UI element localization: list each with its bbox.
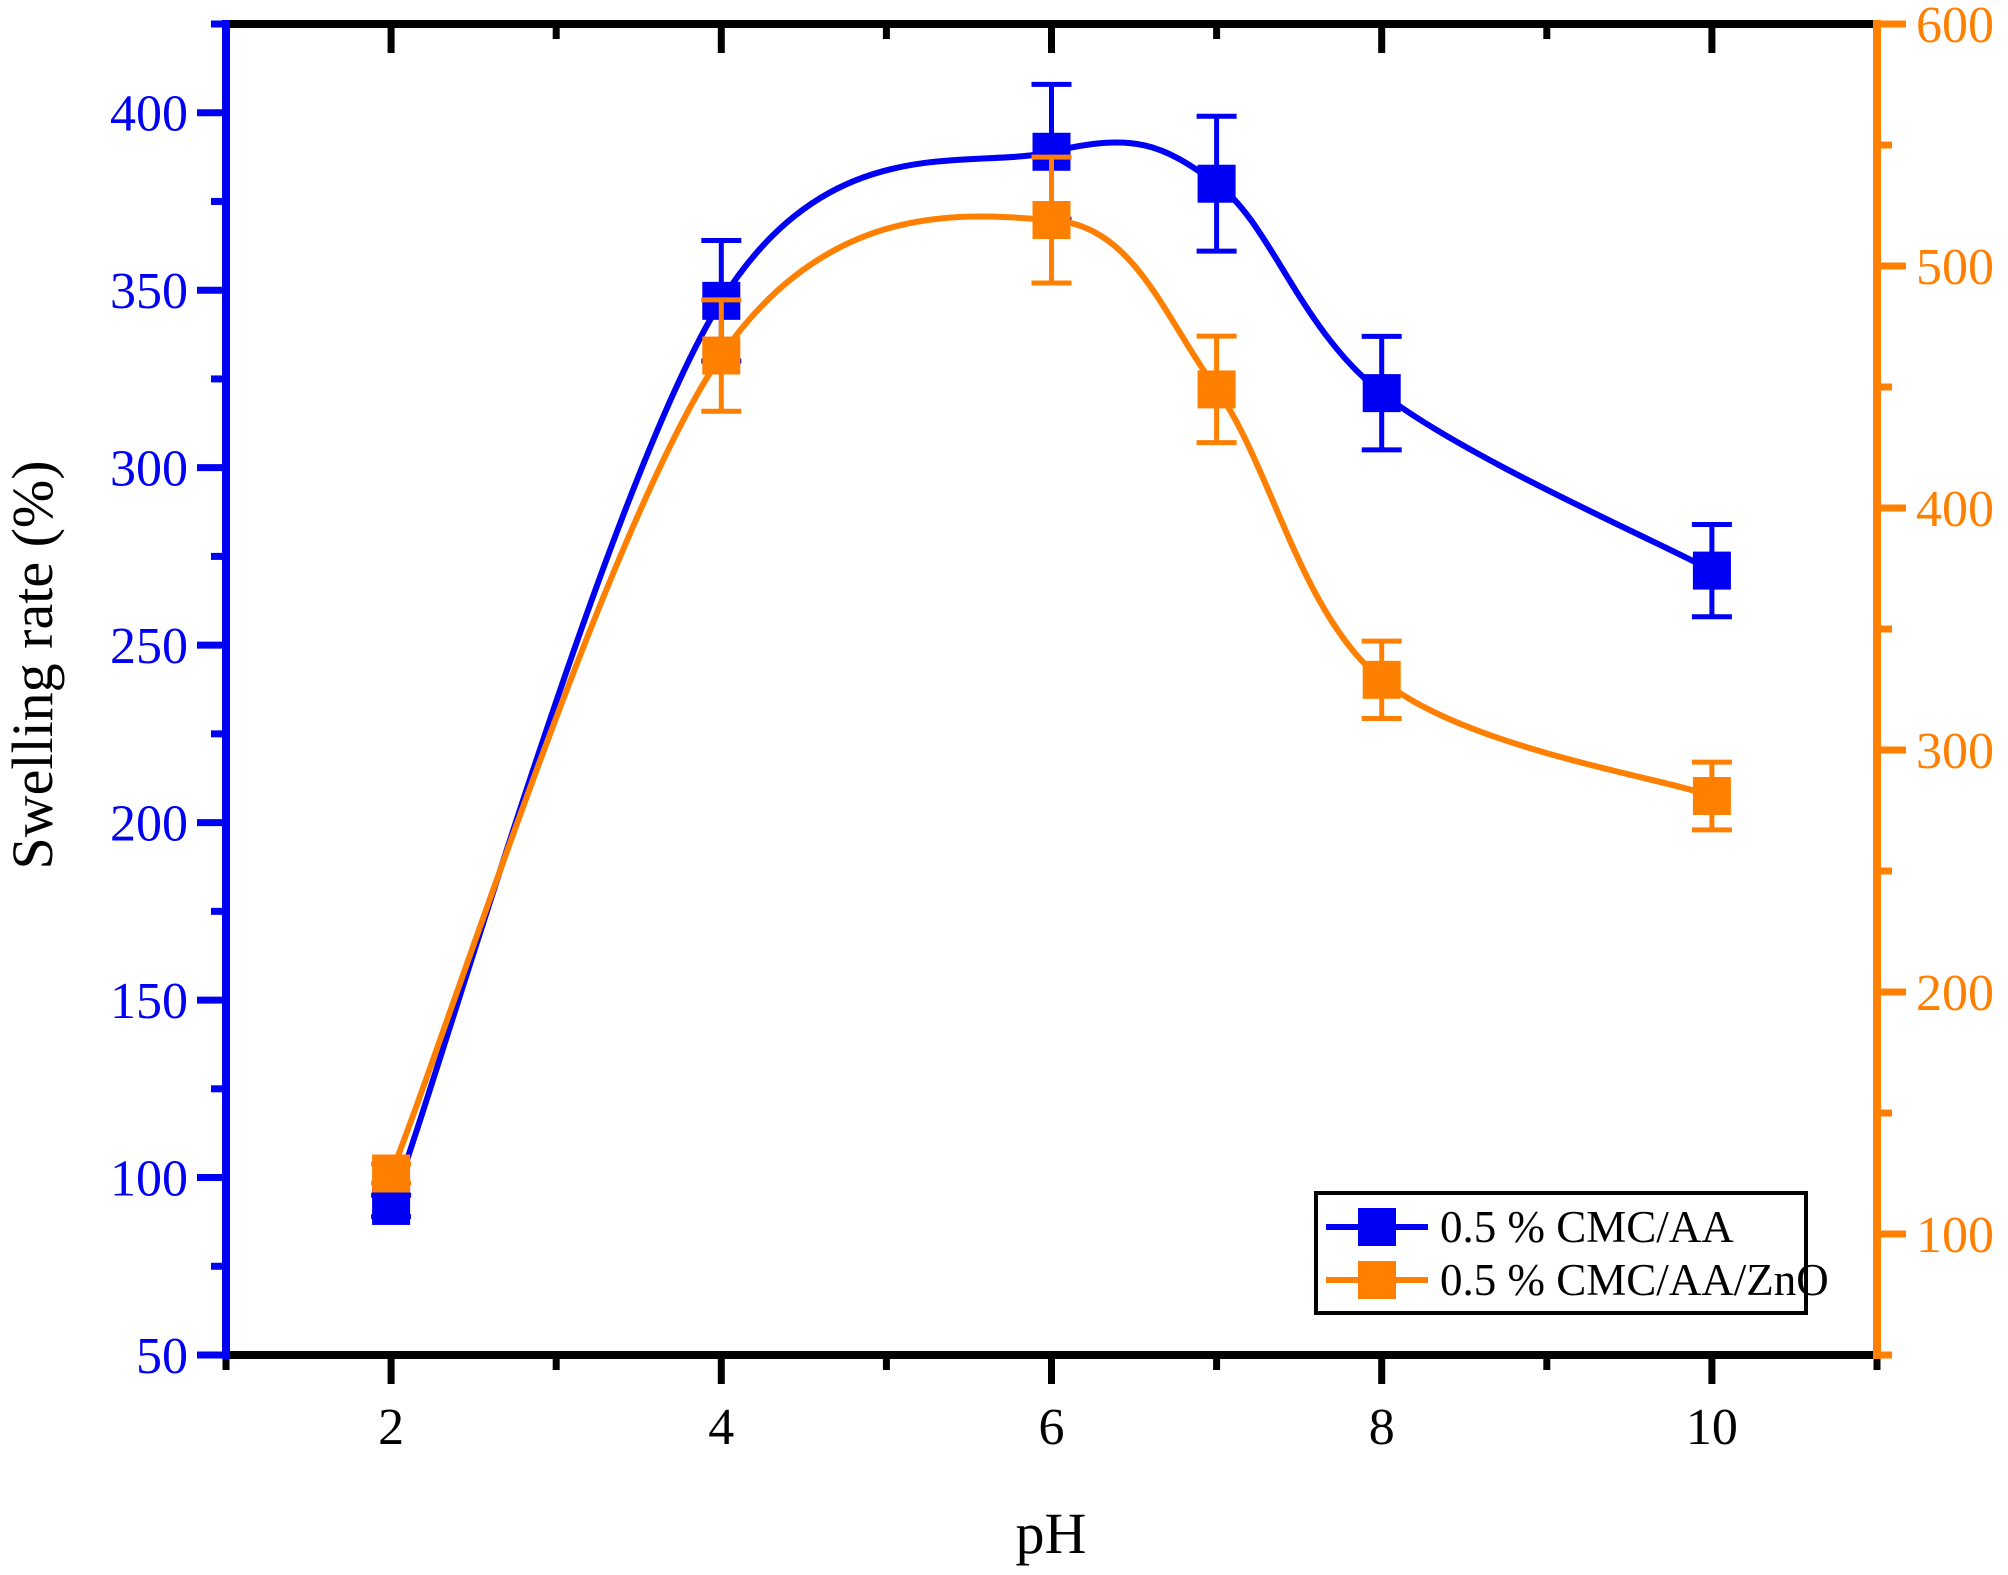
legend-box (1314, 1191, 1808, 1315)
plot-area: 2 4 6 8 10 50 100 150 200 250 300 350 400 100 200 300 40… (110, 0, 1994, 1456)
marker-cmc-aa-zno (1362, 660, 1401, 699)
x-axis-label: pH (1016, 1501, 1087, 1566)
left-tick-label: 300 (110, 441, 188, 498)
legend-marker-cmc-aa (1358, 1208, 1396, 1246)
right-tick-label: 200 (1916, 965, 1994, 1022)
marker-cmc-aa-zno (372, 1154, 411, 1193)
left-tick-label: 200 (110, 796, 188, 853)
axis-ticks: 2 4 6 8 10 50 100 150 200 250 300 350 400 100 200 300 40… (110, 0, 1994, 1456)
markers-cmc-aa-zno (372, 201, 1731, 1193)
right-tick-label: 100 (1916, 1207, 1994, 1264)
legend-item-cmc-aa-zno: 0.5 % CMC/AA/ZnO (1326, 1255, 1829, 1305)
y-axis-label: Swelling rate (%) (0, 460, 65, 869)
left-tick-label: 100 (110, 1151, 188, 1208)
x-tick-label: 6 (1039, 1399, 1065, 1456)
left-tick-label: 350 (110, 263, 188, 320)
right-tick-label: 600 (1916, 0, 1994, 54)
marker-cmc-aa (1197, 164, 1236, 203)
right-tick-label: 300 (1916, 723, 1994, 780)
marker-cmc-aa-zno (1692, 776, 1731, 815)
marker-cmc-aa (372, 1186, 411, 1225)
marker-cmc-aa-zno (1197, 370, 1236, 409)
left-tick-label: 250 (110, 618, 188, 675)
left-tick-label: 50 (136, 1328, 188, 1385)
x-tick-label: 8 (1369, 1399, 1395, 1456)
left-tick-label: 400 (110, 86, 188, 143)
marker-cmc-aa (1362, 374, 1401, 413)
marker-cmc-aa-zno (1032, 201, 1071, 240)
series-cmc-aa (371, 81, 1732, 1225)
marker-cmc-aa (1692, 551, 1731, 590)
x-tick-label: 4 (708, 1399, 734, 1456)
x-tick-label: 2 (378, 1399, 404, 1456)
marker-cmc-aa-zno (702, 336, 741, 375)
legend-label-cmc-aa: 0.5 % CMC/AA (1440, 1202, 1734, 1252)
legend: 0.5 % CMC/AA 0.5 % CMC/AA/ZnO (1314, 1191, 1829, 1315)
legend-marker-cmc-aa-zno (1358, 1261, 1396, 1299)
right-tick-label: 400 (1916, 481, 1994, 538)
x-tick-label: 10 (1686, 1399, 1738, 1456)
plot-frame (222, 20, 1881, 1359)
left-tick-label: 150 (110, 973, 188, 1030)
right-tick-label: 500 (1916, 239, 1994, 296)
series-cmc-aa-zno (371, 154, 1732, 1193)
legend-item-cmc-aa: 0.5 % CMC/AA (1326, 1202, 1734, 1252)
legend-label-cmc-aa-zno: 0.5 % CMC/AA/ZnO (1440, 1255, 1829, 1305)
